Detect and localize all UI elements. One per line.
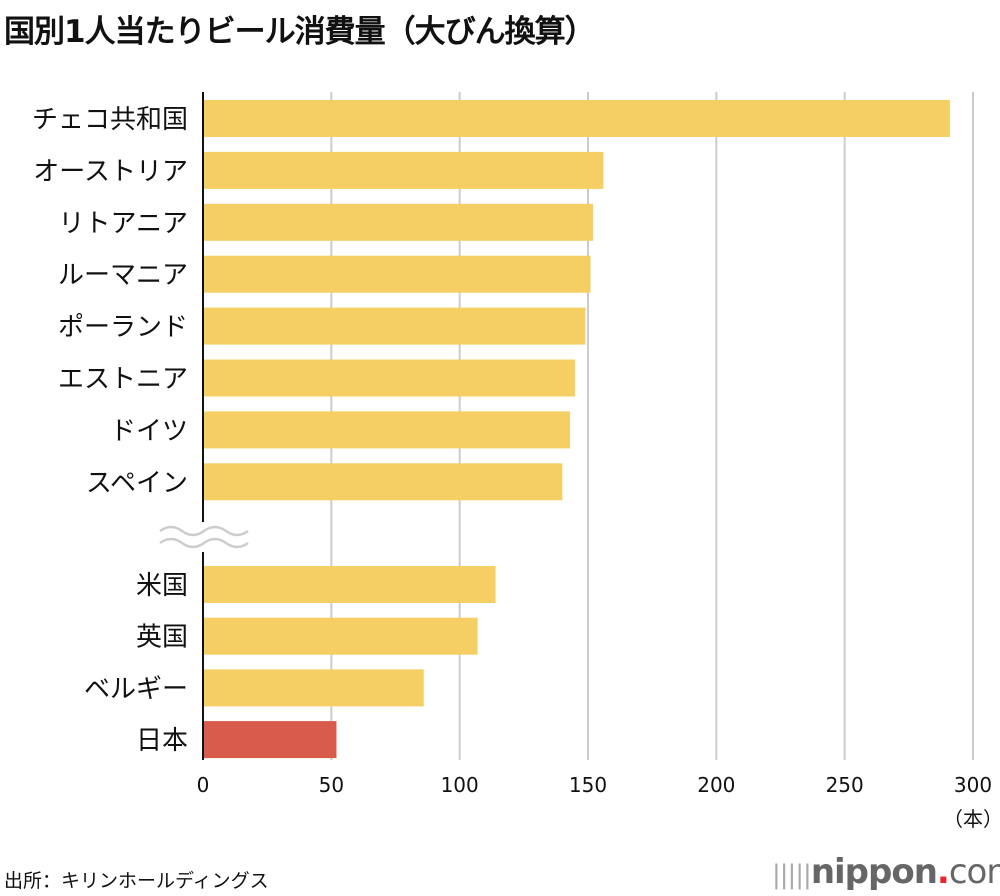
bar — [203, 566, 496, 603]
category-label: ポーランド — [58, 313, 188, 343]
category-label: ドイツ — [110, 416, 188, 446]
x-tick-label: 250 — [826, 773, 864, 797]
bar — [203, 100, 950, 137]
bar — [203, 463, 563, 501]
bar — [203, 617, 478, 655]
bar — [203, 669, 424, 707]
category-label: リトアニア — [59, 209, 188, 239]
chart-title: 国別1人当たりビール消費量（大びん換算） — [4, 14, 596, 50]
source-note: 出所：キリンホールディングス — [4, 870, 269, 892]
category-label: 英国 — [136, 623, 188, 653]
category-label: ルーマニア — [58, 261, 188, 291]
category-label: エストニア — [58, 365, 188, 395]
category-label: チェコ共和国 — [32, 105, 188, 135]
logo-dot: . — [936, 852, 950, 892]
category-label: 日本 — [136, 726, 188, 756]
bar — [203, 721, 337, 759]
bar — [203, 411, 571, 449]
axis-break-icon — [159, 525, 249, 537]
category-label: スペイン — [86, 468, 188, 498]
nippon-logo: |||||nippon.com — [772, 852, 1000, 892]
x-tick-label: 100 — [441, 773, 479, 797]
x-tick-label: 200 — [697, 773, 735, 797]
logo-com: com — [948, 852, 1000, 892]
x-unit-label: （本） — [943, 807, 1000, 831]
axis-break-icon — [159, 537, 249, 549]
bar — [203, 255, 591, 293]
x-tick-label: 0 — [197, 773, 210, 797]
x-tick-label: 50 — [319, 773, 344, 797]
category-label: 米国 — [136, 571, 188, 601]
x-tick-label: 300 — [954, 773, 992, 797]
bar — [203, 359, 576, 397]
logo-bars-icon: ||||| — [772, 860, 812, 890]
bar — [203, 203, 594, 241]
category-label: オーストリア — [33, 157, 188, 187]
bar — [203, 307, 586, 345]
category-label: ベルギー — [84, 674, 188, 704]
x-tick-label: 150 — [569, 773, 607, 797]
bar — [203, 151, 604, 189]
logo-name: nippon — [810, 852, 938, 892]
